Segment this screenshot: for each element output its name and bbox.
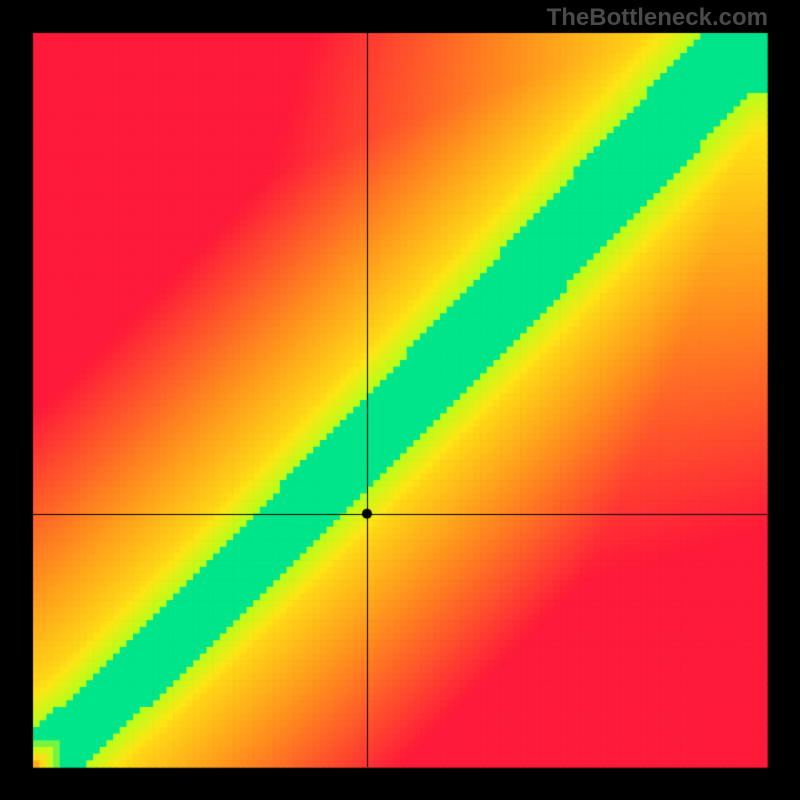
watermark-text: TheBottleneck.com: [547, 4, 768, 32]
bottleneck-heatmap: [0, 0, 800, 800]
chart-container: TheBottleneck.com: [0, 0, 800, 800]
